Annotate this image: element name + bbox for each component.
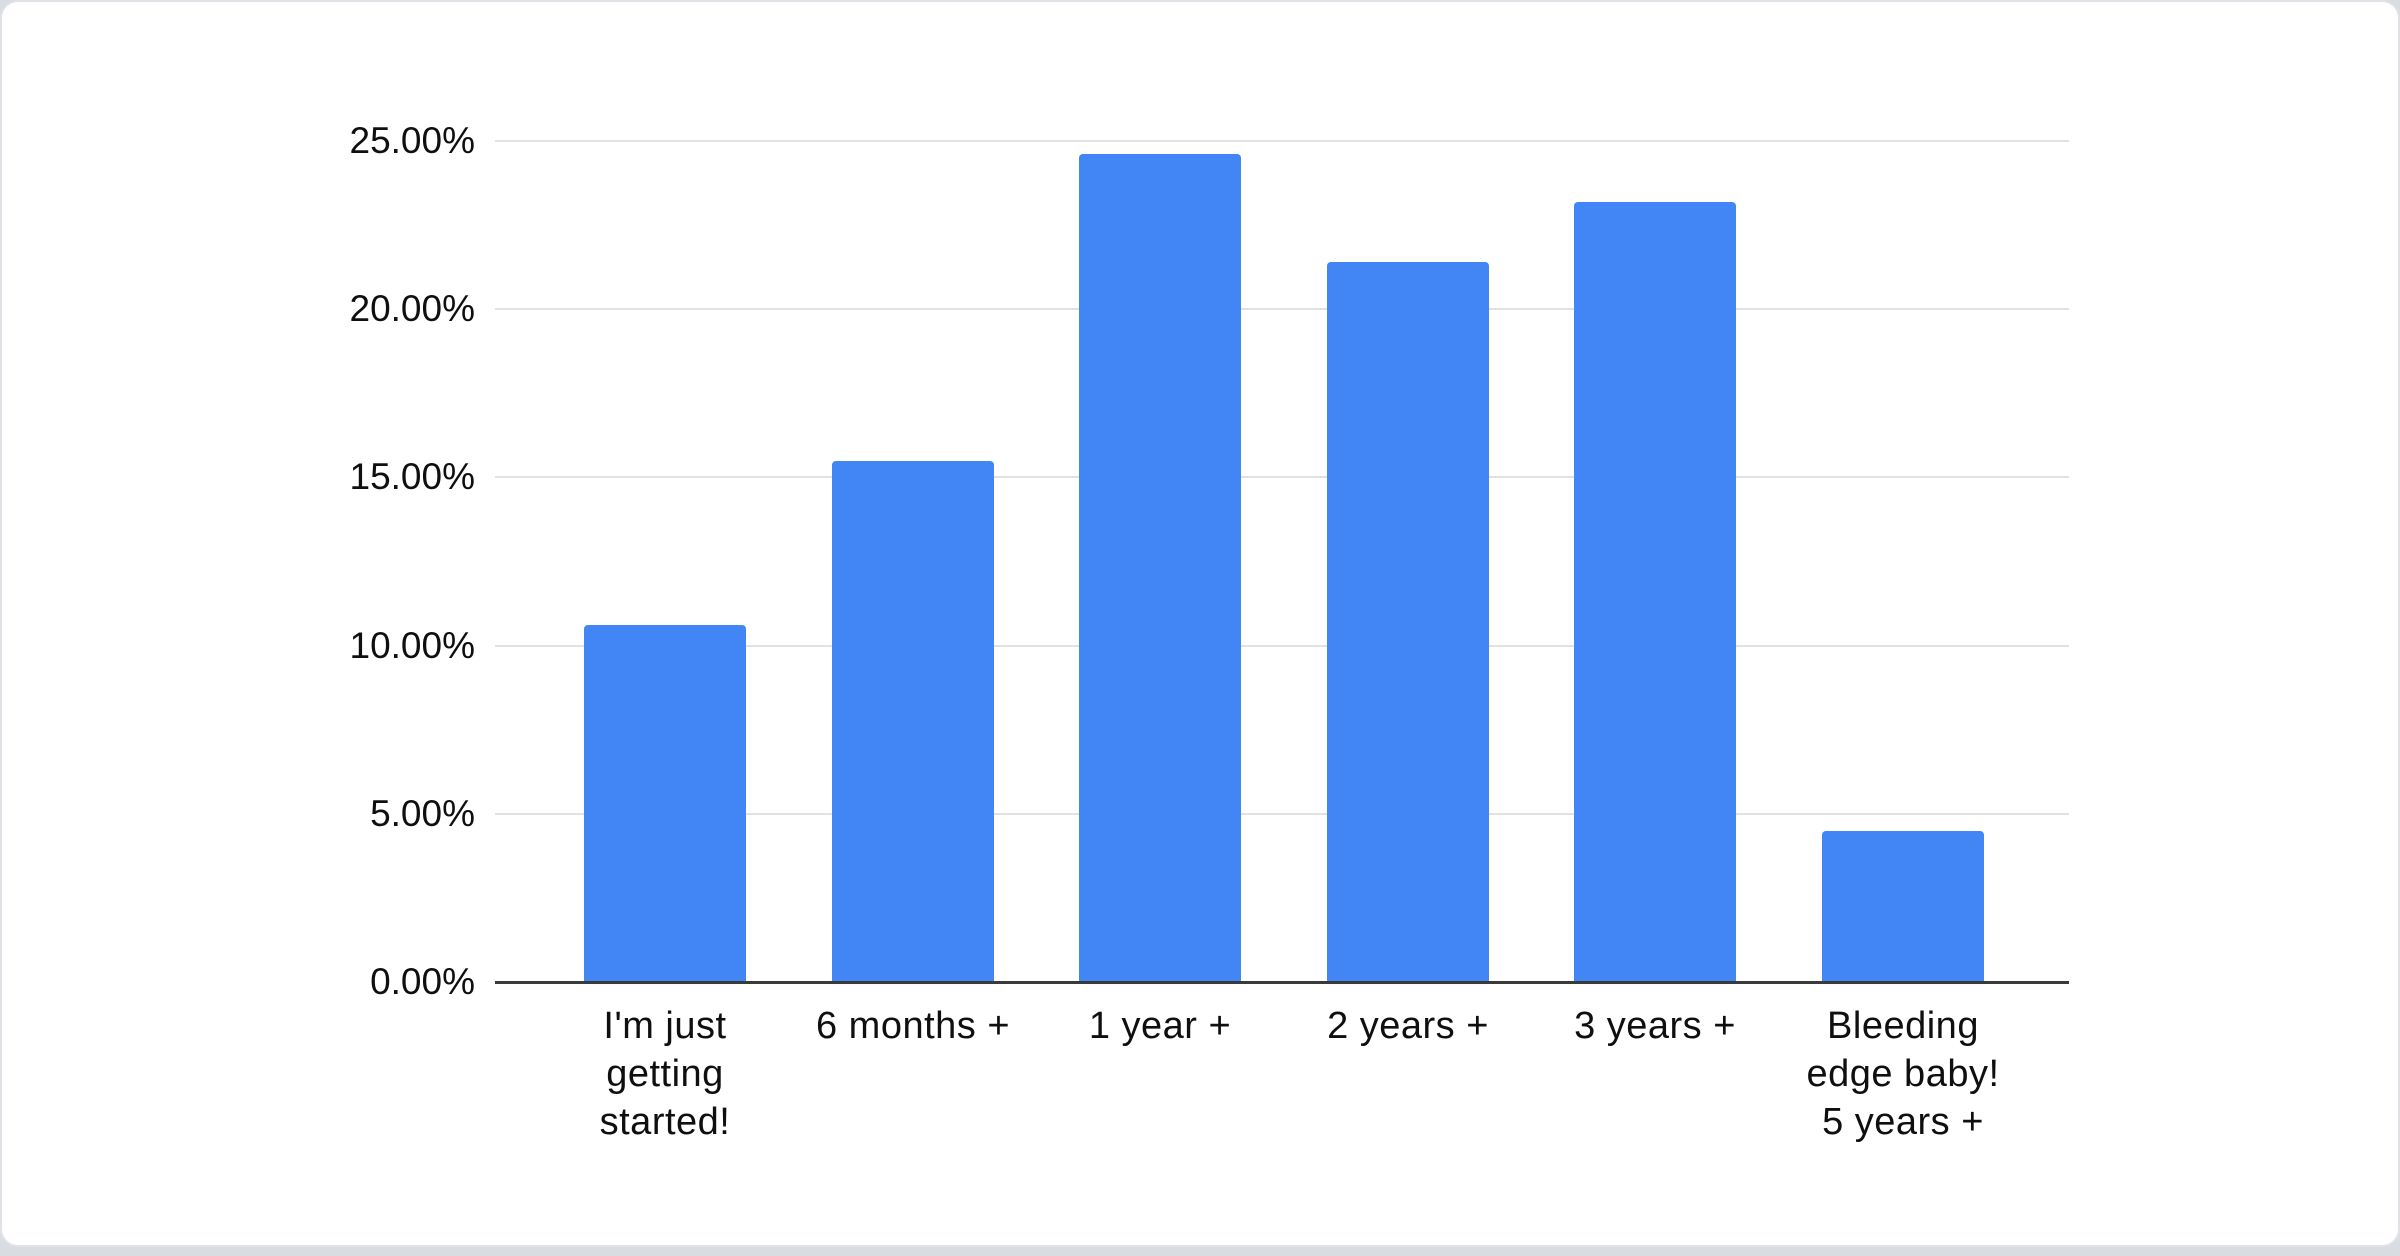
y-axis-tick-label: 0.00% <box>370 961 475 1002</box>
x-axis-baseline <box>495 981 2069 984</box>
bar <box>584 625 746 982</box>
bar <box>1079 154 1241 982</box>
x-axis-category-label: 2 years + <box>1327 1005 1489 1047</box>
gridline <box>495 308 2069 310</box>
y-axis-tick-label: 15.00% <box>349 456 476 497</box>
bar <box>1574 202 1736 982</box>
x-axis-category-label: 3 years + <box>1574 1005 1736 1047</box>
gridline <box>495 476 2069 478</box>
bar <box>1327 262 1489 982</box>
x-axis-category-label: I'm just getting started! <box>599 1005 731 1143</box>
y-axis-tick-label: 10.00% <box>349 625 476 666</box>
y-axis-tick-label: 5.00% <box>370 793 475 834</box>
gridline <box>495 645 2069 647</box>
gridline <box>495 813 2069 815</box>
gridline <box>495 140 2069 142</box>
bar <box>832 461 994 982</box>
x-axis-category-label: 1 year + <box>1088 1005 1232 1047</box>
x-axis-category-label: Bleeding edge baby! 5 years + <box>1806 1005 2000 1143</box>
x-axis-category-label: 6 months + <box>815 1005 1011 1047</box>
bar <box>1822 831 1984 982</box>
y-axis-tick-label: 20.00% <box>349 288 476 329</box>
y-axis-tick-label: 25.00% <box>349 120 476 161</box>
